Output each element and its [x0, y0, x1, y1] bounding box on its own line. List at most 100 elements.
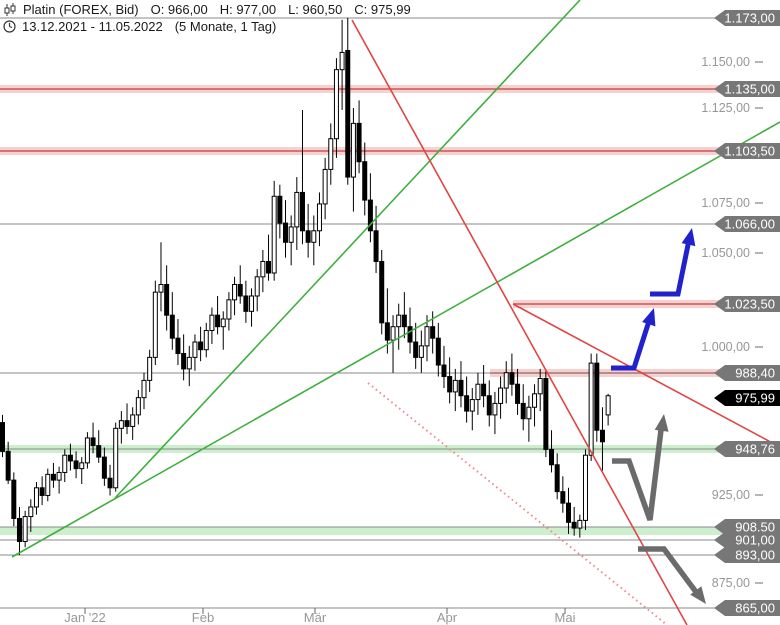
price-tags-layer: 1.173,00 1.135,00 1.103,50 1.066,00 1.023,50… [714, 10, 780, 616]
candle-body [532, 393, 538, 408]
price-level-tag-865-00: 865,00 [714, 600, 780, 616]
candle-44 [249, 288, 255, 327]
candle-body [599, 429, 605, 443]
axes-layer: 1.150,00 1.125,00 1.075,00 1.050,00 1.000,00… [64, 55, 763, 625]
candle-body [509, 372, 515, 385]
candle-2 [11, 472, 17, 527]
candle-body [526, 406, 532, 420]
price-tag-label: 948,76 [735, 442, 775, 457]
candle-37 [209, 307, 215, 344]
price-tag-shape [714, 365, 780, 381]
candle-body [16, 517, 22, 543]
candle-body [379, 260, 385, 324]
candle-92 [520, 384, 526, 431]
candle-body [50, 473, 56, 481]
candle-body [447, 376, 453, 393]
candle-body [503, 372, 509, 389]
candle-body [175, 337, 181, 355]
candle-body [209, 314, 215, 332]
candle-body [322, 168, 328, 205]
candle-32 [181, 334, 187, 381]
candle-body [158, 283, 164, 293]
candle-41 [232, 276, 238, 316]
support-band-908-50 [0, 527, 780, 535]
candle-body [554, 464, 560, 493]
candle-0 [0, 414, 5, 458]
candle-body [107, 477, 113, 489]
candle-18 [101, 447, 107, 486]
candle-body [73, 460, 79, 470]
candle-91 [515, 368, 521, 415]
candle-31 [175, 319, 181, 366]
candle-61 [345, 17, 351, 185]
price-tag-label: 1.023,50 [724, 297, 775, 312]
candle-64 [362, 142, 368, 216]
candle-55 [311, 215, 317, 266]
candle-70 [396, 303, 402, 350]
candle-body [45, 473, 51, 496]
candle-body [0, 422, 5, 452]
candle-body [362, 161, 368, 201]
candle-52 [294, 177, 300, 250]
candle-34 [192, 334, 198, 371]
candle-body [288, 226, 294, 243]
candle-23 [130, 407, 136, 440]
candle-body [130, 414, 136, 427]
candle-body [277, 195, 283, 224]
candle-body [203, 330, 209, 351]
candle-body [266, 260, 272, 274]
trendline-descending-dotted-support [367, 382, 668, 625]
candle-90 [509, 353, 515, 396]
candle-8 [45, 468, 51, 502]
price-tag-label: 975,99 [735, 391, 775, 406]
candle-body [577, 519, 583, 529]
price-tag-shape [714, 143, 780, 159]
candle-body [458, 379, 464, 397]
price-tick-label: 1.125,00 [701, 101, 750, 115]
candle-body [311, 230, 317, 243]
candle-body [350, 122, 356, 178]
candle-65 [367, 173, 373, 243]
candle-body [333, 69, 339, 140]
candle-103 [582, 449, 588, 530]
candle-body [33, 487, 39, 508]
candle-16 [90, 422, 96, 454]
candle-98 [554, 453, 560, 500]
candle-97 [549, 430, 555, 473]
gray-scenario-arrow-v-head [654, 414, 669, 432]
level-lines-layer [0, 17, 780, 609]
candle-body [249, 295, 255, 312]
candle-body [192, 341, 198, 358]
high-value: H: 977,00 [219, 2, 277, 17]
candle-body [356, 122, 362, 163]
candle-body [435, 337, 441, 366]
blue-projection-arrow-upper-shaft [650, 239, 692, 297]
candle-body [537, 377, 543, 395]
candle-body [481, 383, 487, 397]
candle-body [62, 454, 68, 473]
close-value: C: 975,99 [354, 2, 411, 17]
price-tick-label: 925,00 [712, 488, 750, 502]
trendline-descending-resistance-minor [512, 303, 780, 448]
clock-icon [3, 20, 16, 33]
candle-102 [577, 514, 583, 538]
price-level-tag-1-135-00: 1.135,00 [714, 81, 780, 97]
candle-body [396, 314, 402, 328]
month-label-3: Apr [437, 610, 458, 625]
price-tag-label: 893,00 [735, 548, 775, 563]
candle-80 [452, 368, 458, 412]
candle-30 [169, 292, 175, 350]
candle-72 [407, 307, 413, 354]
candle-58 [328, 123, 334, 185]
candle-86 [486, 380, 492, 427]
candle-body [594, 362, 600, 431]
candle-body [475, 383, 481, 401]
candle-body [430, 326, 436, 339]
price-tag-shape [714, 10, 780, 26]
candle-33 [186, 345, 192, 387]
instrument-name: Platin (FOREX, Bid) [23, 2, 139, 17]
candle-6 [33, 482, 39, 515]
candle-93 [526, 395, 532, 442]
price-level-tag-1-103-50: 1.103,50 [714, 143, 780, 159]
